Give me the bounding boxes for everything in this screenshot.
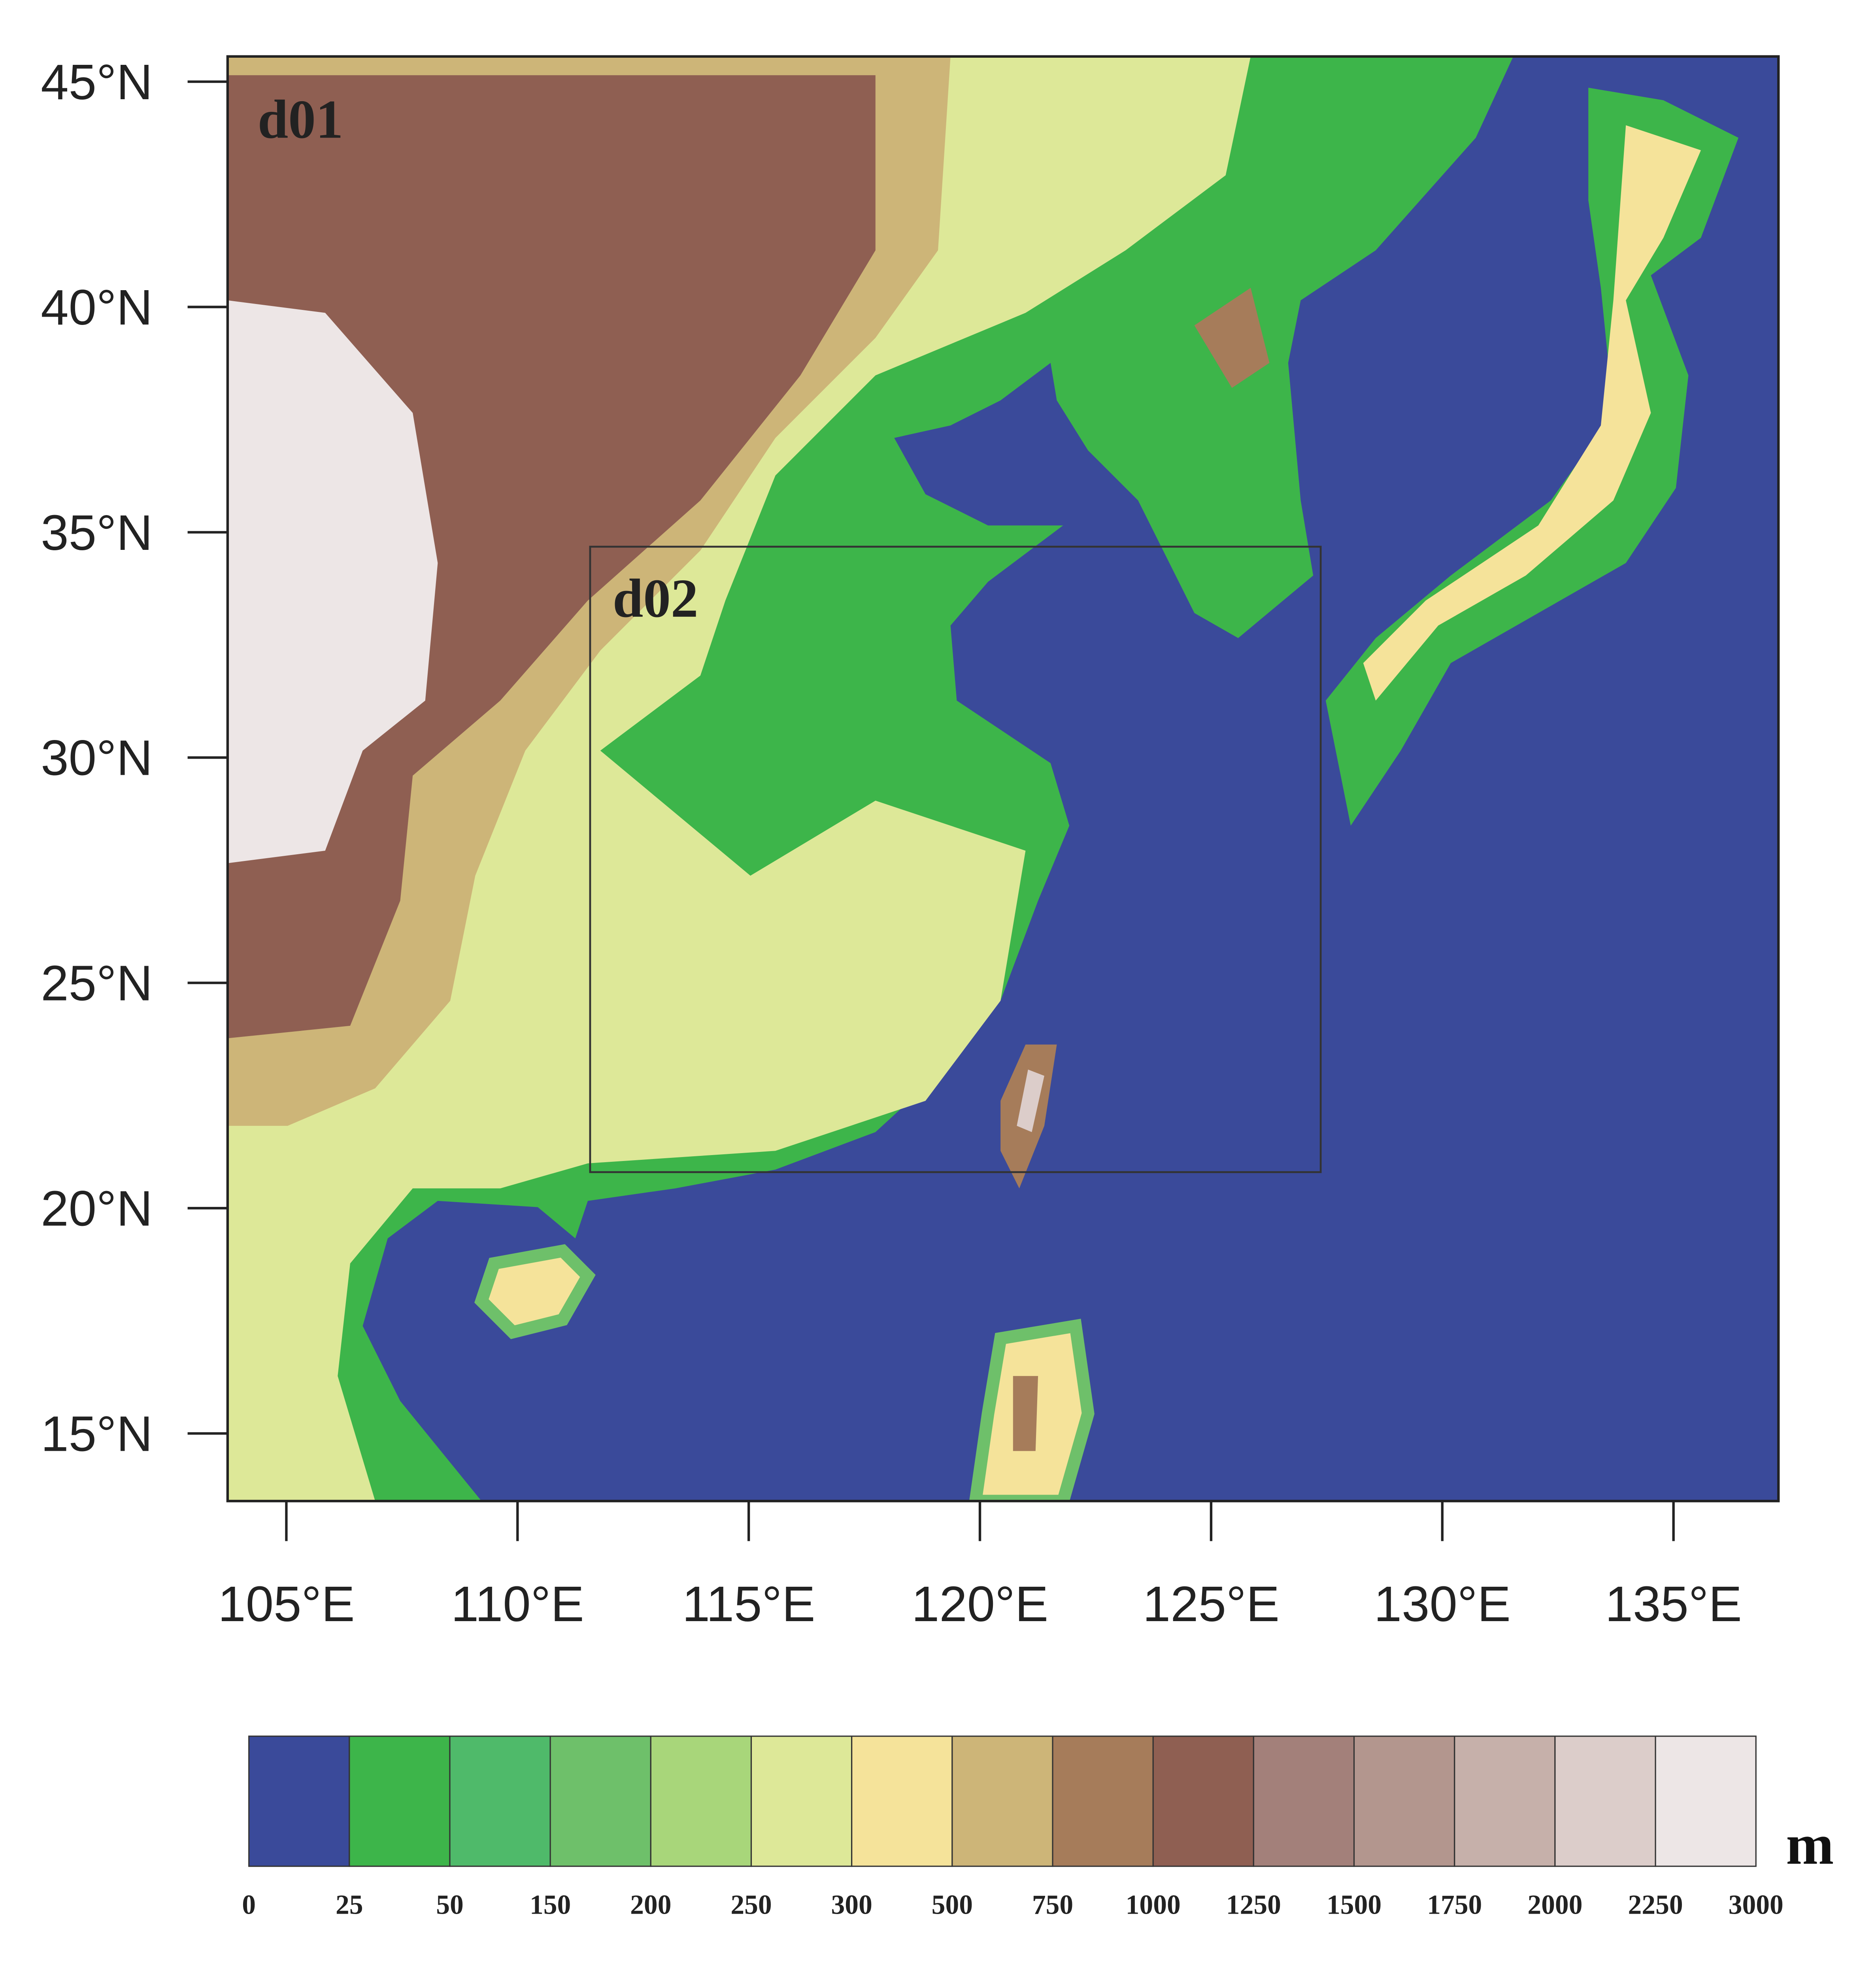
y-tick-label: 45°N <box>41 54 153 110</box>
colorbar-label: 200 <box>630 1890 671 1920</box>
colorbar-box <box>650 1735 752 1867</box>
colorbar-label: 300 <box>831 1890 872 1920</box>
colorbar-box <box>449 1735 551 1867</box>
y-tick-label: 15°N <box>41 1406 153 1462</box>
x-tick-label: 120°E <box>912 1576 1048 1632</box>
plateau <box>227 300 438 863</box>
luzon-peaks <box>1013 1376 1038 1451</box>
colorbar-label: 500 <box>932 1890 973 1920</box>
domain-box <box>589 546 1322 1173</box>
terrain <box>227 56 1779 1501</box>
y-tick-label: 35°N <box>41 504 153 561</box>
y-tick-label: 40°N <box>41 279 153 335</box>
colorbar-box <box>1554 1735 1656 1867</box>
x-tick-label: 135°E <box>1605 1576 1742 1632</box>
colorbar-label: 750 <box>1032 1890 1073 1920</box>
japan-hills <box>1363 125 1701 701</box>
y-tick-label: 20°N <box>41 1180 153 1237</box>
hainan <box>474 1244 596 1339</box>
x-tick-label: 105°E <box>218 1576 355 1632</box>
y-tick-label: 25°N <box>41 955 153 1011</box>
domain-label: d01 <box>258 89 343 150</box>
colorbar-box <box>349 1735 451 1867</box>
map-frame <box>226 55 1780 1503</box>
colorbar-box <box>1052 1735 1154 1867</box>
colorbar-unit: m <box>1786 1813 1834 1876</box>
colorbar-label: 1250 <box>1226 1890 1281 1920</box>
colorbar-box <box>1454 1735 1556 1867</box>
korea-peaks <box>1194 288 1270 388</box>
colorbar-label: 3000 <box>1729 1890 1784 1920</box>
taiwan-peak <box>1017 1069 1044 1132</box>
y-tick-label: 30°N <box>41 730 153 786</box>
mountains <box>227 75 876 1038</box>
colorbar-box <box>549 1735 651 1867</box>
x-tick-label: 115°E <box>682 1576 815 1632</box>
colorbar-label: 250 <box>730 1890 772 1920</box>
colorbar-label: 1500 <box>1327 1890 1382 1920</box>
colorbar-box <box>951 1735 1053 1867</box>
colorbar-box <box>750 1735 853 1867</box>
colorbar-label: 1750 <box>1427 1890 1482 1920</box>
colorbar-box <box>1353 1735 1455 1867</box>
colorbar-box <box>1152 1735 1254 1867</box>
x-tick-label: 110°E <box>451 1576 584 1632</box>
colorbar-label: 2000 <box>1527 1890 1582 1920</box>
colorbar-label: 2250 <box>1628 1890 1683 1920</box>
domain-label: d02 <box>613 568 698 629</box>
colorbar-box <box>851 1735 953 1867</box>
colorbar-box <box>1655 1735 1757 1867</box>
x-tick-label: 125°E <box>1143 1576 1280 1632</box>
x-tick-label: 130°E <box>1374 1576 1511 1632</box>
colorbar-label: 0 <box>242 1890 256 1920</box>
colorbar-label: 50 <box>436 1890 464 1920</box>
colorbar-box <box>248 1735 350 1867</box>
colorbar-box <box>1253 1735 1355 1867</box>
colorbar-label: 150 <box>530 1890 571 1920</box>
colorbar-label: 1000 <box>1126 1890 1181 1920</box>
colorbar-label: 25 <box>336 1890 363 1920</box>
